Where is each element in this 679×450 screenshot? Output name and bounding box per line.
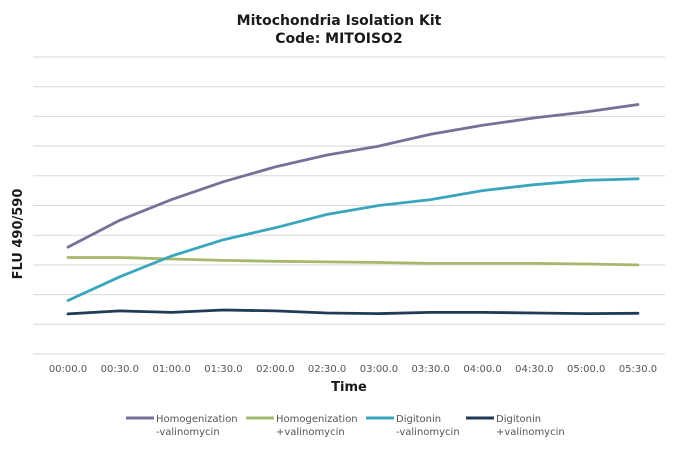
legend-label: Digitonin -valinomycin [396,414,460,438]
x-tick-label: 02:00.0 [256,364,294,375]
x-tick-label: 03:30.0 [412,364,450,375]
x-tick-label: 04:00.0 [463,364,501,375]
y-axis-title: FLU 490/590 [11,189,26,280]
chart-subtitle: Code: MITOISO2 [275,31,402,47]
series-line [66,177,640,302]
series-line [66,103,640,249]
x-tick-label: 05:00.0 [567,364,605,375]
legend-label: Digitonin +valinomycin [496,414,565,438]
legend: Homogenization -valinomycin Homogenization… [126,414,565,438]
x-tick-label: 00:00.0 [49,364,87,375]
x-tick-label: 00:30.0 [101,364,139,375]
x-tick-label: 01:30.0 [204,364,242,375]
x-tick-label: 01:00.0 [152,364,190,375]
legend-label: Homogenization +valinomycin [276,414,358,438]
x-tick-label: 05:30.0 [619,364,657,375]
grid-lines [33,56,665,355]
x-tick-label: 04:30.0 [515,364,553,375]
legend-label: Homogenization -valinomycin [156,414,238,438]
x-tick-labels: 00:00.0 00:30.0 01:00.0 01:30.0 02:00.0 02:30… [49,364,657,375]
x-tick-label: 03:00.0 [360,364,398,375]
series-lines [66,103,640,316]
x-tick-label: 02:30.0 [308,364,346,375]
series-line [66,308,640,316]
chart-title: Mitochondria Isolation Kit [237,13,442,29]
x-axis-title: Time [331,380,367,395]
